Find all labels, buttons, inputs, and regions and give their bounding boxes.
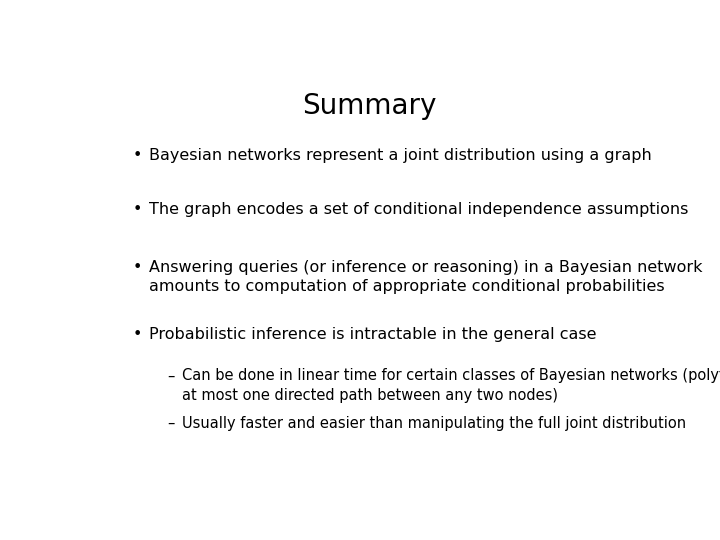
Text: •: •	[132, 148, 142, 163]
Text: –: –	[167, 416, 174, 431]
Text: •: •	[132, 327, 142, 342]
Text: Answering queries (or inference or reasoning) in a Bayesian network
amounts to c: Answering queries (or inference or reaso…	[148, 260, 702, 294]
Text: Bayesian networks represent a joint distribution using a graph: Bayesian networks represent a joint dist…	[148, 148, 652, 163]
Text: •: •	[132, 260, 142, 275]
Text: Can be done in linear time for certain classes of Bayesian networks (polytrees:
: Can be done in linear time for certain c…	[182, 368, 720, 402]
Text: Probabilistic inference is intractable in the general case: Probabilistic inference is intractable i…	[148, 327, 596, 342]
Text: –: –	[167, 368, 174, 383]
Text: The graph encodes a set of conditional independence assumptions: The graph encodes a set of conditional i…	[148, 202, 688, 217]
Text: Usually faster and easier than manipulating the full joint distribution: Usually faster and easier than manipulat…	[182, 416, 686, 431]
Text: Summary: Summary	[302, 92, 436, 120]
Text: •: •	[132, 202, 142, 217]
